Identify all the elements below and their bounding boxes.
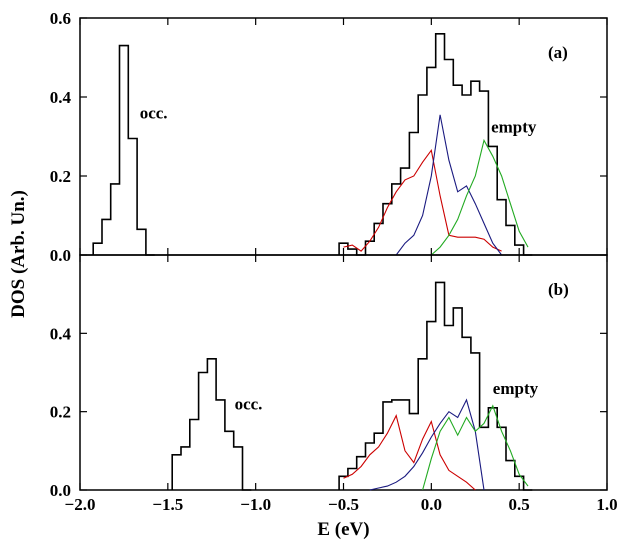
panel-a-annotation-occ: occ.	[140, 104, 168, 123]
x-tick-label: 0.5	[509, 495, 530, 514]
panel-a-y-tick-label: 0.6	[50, 9, 71, 28]
panel-b-total-dos-histogram-2	[338, 281, 533, 491]
panel-a-y-tick-label: 0.4	[50, 88, 72, 107]
panel-a-y-tick-label: 0.0	[50, 246, 71, 265]
x-tick-label: 0.0	[421, 495, 442, 514]
x-tick-label: −1.0	[240, 495, 271, 514]
x-tick-label: −1.5	[152, 495, 183, 514]
panel-b-y-tick-label: 0.4	[50, 324, 72, 343]
panel-b-y-tick-label: 0.2	[50, 403, 71, 422]
x-axis-title: E (eV)	[317, 519, 369, 540]
panel-b-partial-dos-line-2	[369, 398, 485, 491]
panel-a-label: (a)	[548, 43, 568, 62]
panel-a-total-dos-histogram-1	[92, 44, 155, 256]
panel-b-partial-dos-line-3	[422, 404, 529, 491]
panel-b-y-tick-label: 0.0	[50, 481, 71, 500]
panel-b-total-dos-histogram-1	[171, 358, 252, 491]
panel-b-annotation-empty: empty	[493, 379, 539, 398]
panel-a-total-dos-histogram-2	[338, 33, 533, 256]
panel-a-y-tick-label: 0.2	[50, 167, 71, 186]
panel-b-label: (b)	[548, 280, 569, 299]
x-tick-label: 1.0	[596, 495, 617, 514]
panel-b-annotation-occ: occ.	[235, 395, 263, 414]
x-tick-label: −2.0	[65, 495, 96, 514]
panel-a-annotation-empty: empty	[491, 118, 537, 137]
panel-b-partial-dos-line-1	[343, 414, 476, 491]
y-axis-title: DOS (Arb. Un.)	[8, 190, 29, 318]
panel-a-partial-dos-line-3	[430, 138, 529, 256]
x-tick-label: −0.5	[328, 495, 359, 514]
panel-a-partial-dos-line-1	[343, 148, 502, 252]
axis-ticks: −2.0 −1.5 −1.0 −0.5 0.0 0.5 1.0 0.0 0.2 0.4 0.6 0.0…	[50, 9, 618, 514]
panel-a-partial-dos-line-2	[395, 114, 503, 256]
